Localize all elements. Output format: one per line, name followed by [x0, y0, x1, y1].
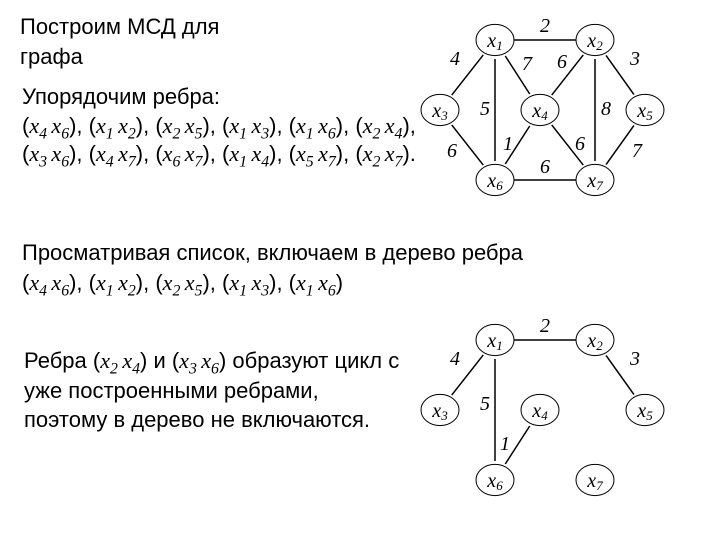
weight-x1-x2: 2: [540, 315, 550, 337]
weight-x4-x6: 1: [500, 433, 510, 455]
graph-tree: 24531x1x2x3x4x5x6x7: [420, 310, 680, 510]
tree-edges-list: (x4 x6), (x1 x2), (x2 x5), (x1 x3), (x1 …: [22, 268, 702, 298]
weight-x1-x2: 2: [540, 15, 550, 37]
ordered-edges-title: Упорядочим ребра:: [22, 82, 422, 112]
weight-x6-x7: 6: [540, 156, 550, 178]
ordered-edges-list: (x4 x6), (x1 x2), (x2 x5), (x1 x3), (x1 …: [22, 112, 422, 169]
cycle-note-content: Ребра (x2 x4) и (x3 x6) образуют цикл с …: [24, 348, 399, 432]
scan-text: Просматривая список, включаем в дерево р…: [22, 238, 702, 297]
edge-x5-x7: [606, 125, 634, 164]
graph-full: 247563861676x1x2x3x4x5x6x7: [420, 10, 680, 210]
title-b: графа: [20, 44, 83, 69]
weight-x5-x7: 7: [632, 140, 643, 162]
weight-x1-x3: 4: [450, 348, 460, 370]
weight-x2-x4: 6: [557, 51, 567, 73]
title-a: Построим МСД для: [20, 14, 219, 39]
weight-x1-x4: 7: [522, 53, 533, 75]
weight-x4-x7: 6: [575, 133, 585, 155]
ordered-edges-block: Упорядочим ребра: (x4 x6), (x1 x2), (x2 …: [22, 82, 422, 169]
weight-x1-x6: 5: [480, 98, 490, 120]
weight-x2-x5: 3: [629, 348, 640, 370]
cycle-note: Ребра (x2 x4) и (x3 x6) образуют цикл с …: [24, 346, 404, 435]
scan-text-line: Просматривая список, включаем в дерево р…: [22, 238, 702, 268]
title-line-1: Построим МСД для графа: [20, 12, 320, 71]
weight-x3-x6: 6: [447, 140, 457, 162]
weight-x2-x5: 3: [629, 48, 640, 70]
weight-x4-x6: 1: [503, 133, 513, 155]
weight-x2-x7: 8: [601, 98, 611, 120]
weight-x1-x6: 5: [480, 393, 490, 415]
weight-x1-x3: 4: [450, 48, 460, 70]
